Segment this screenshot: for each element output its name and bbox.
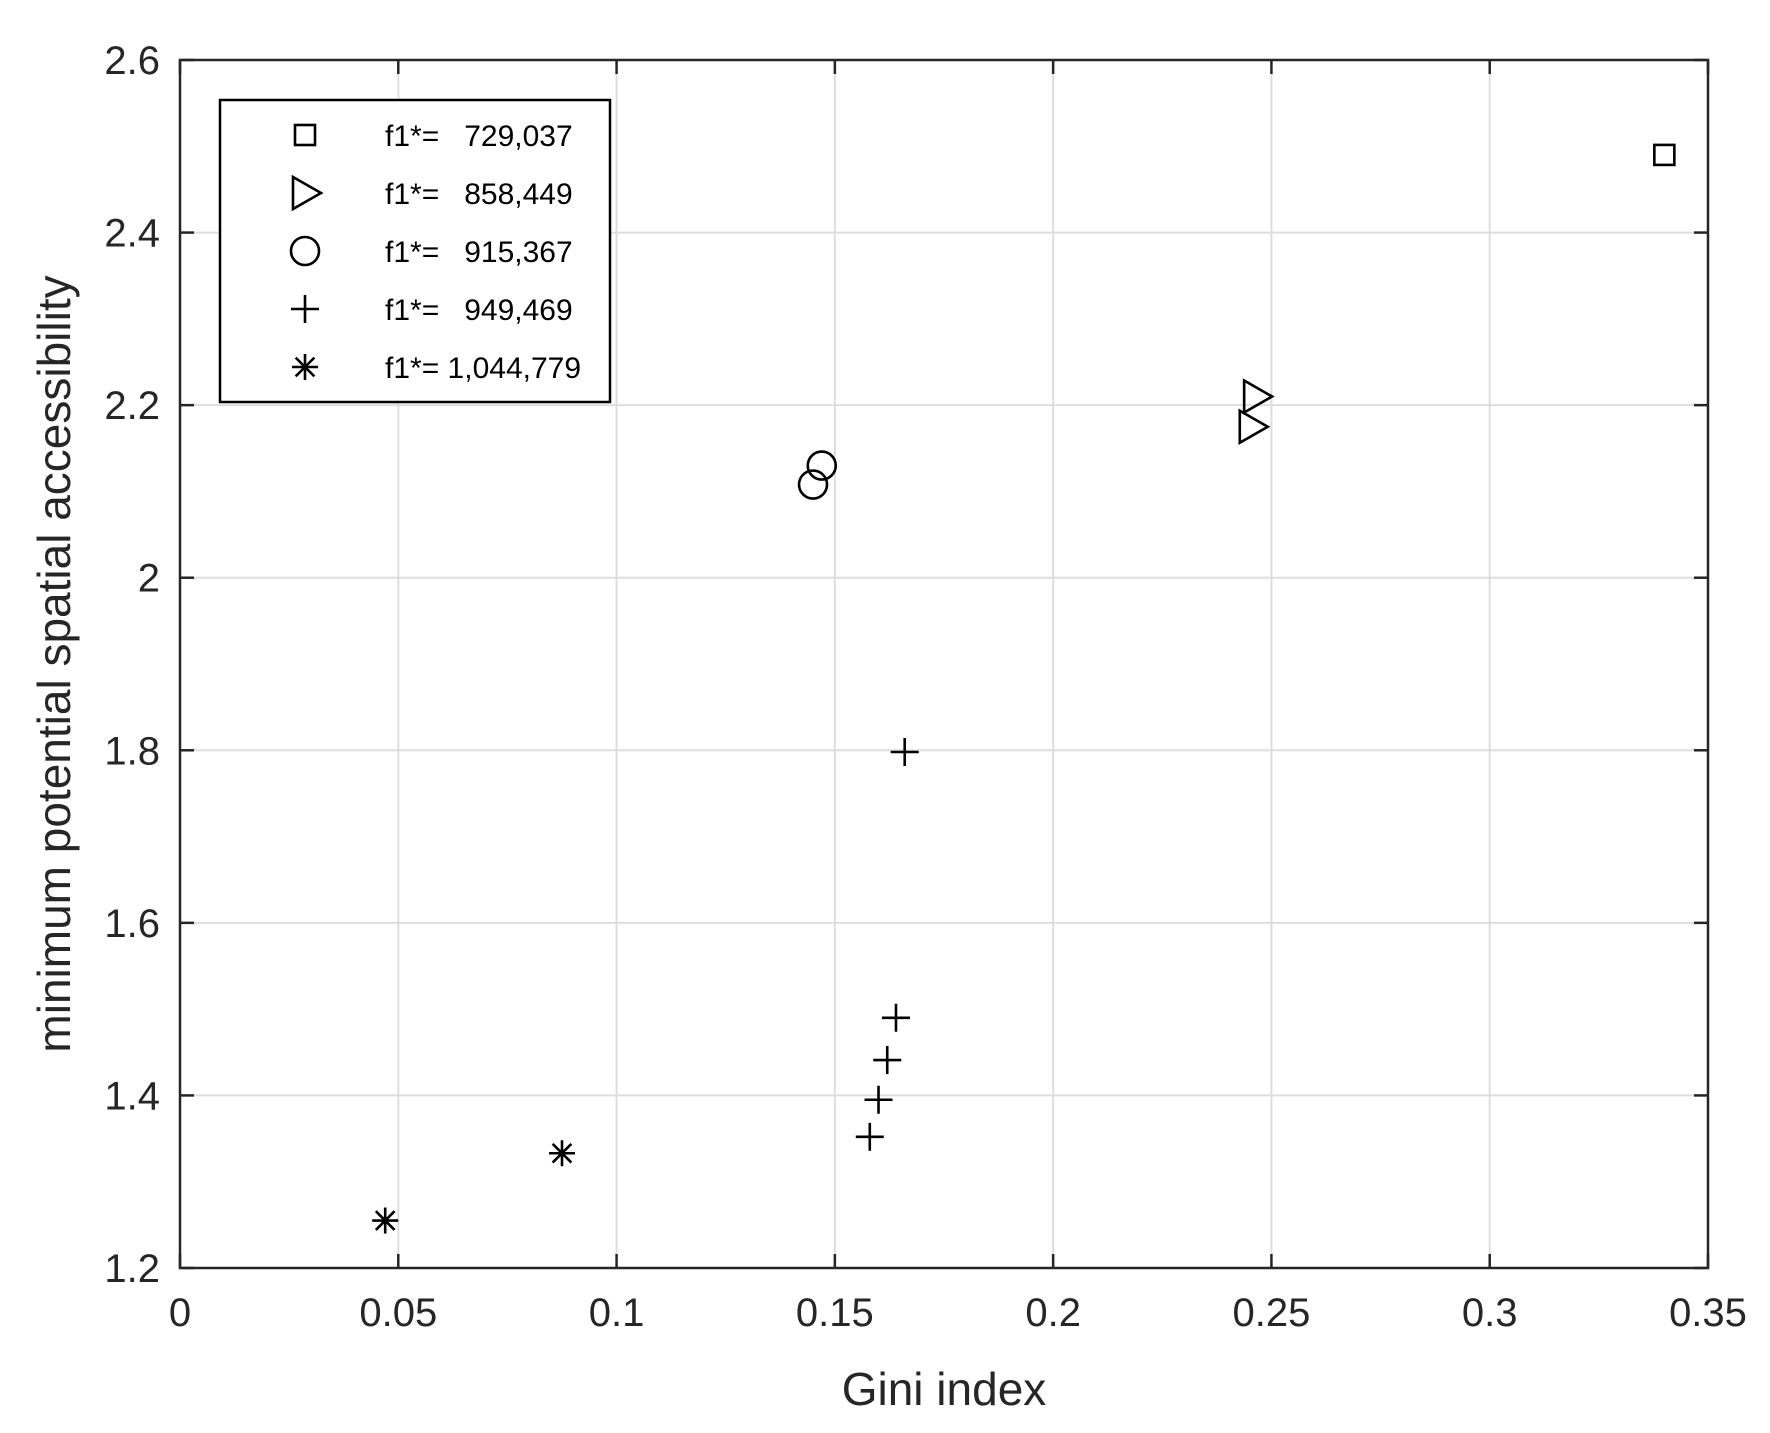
legend-entry-label: f1*= 858,449 xyxy=(385,178,573,211)
legend-triangle-right-marker xyxy=(291,174,324,212)
x-tick-label: 0 xyxy=(169,1291,191,1335)
x-axis-label: Gini index xyxy=(842,1363,1047,1415)
legend-circle-marker xyxy=(289,235,321,267)
x-tick-label: 0.35 xyxy=(1669,1291,1747,1335)
legend-entry-label: f1*= 1,044,779 xyxy=(385,352,581,385)
triangle-right-data-point xyxy=(1242,378,1275,415)
circle-data-point xyxy=(797,469,829,500)
legend-square-marker xyxy=(293,123,317,147)
plus-data-point xyxy=(881,1003,910,1032)
x-tick-label: 0.1 xyxy=(589,1291,645,1335)
y-tick-label: 2.2 xyxy=(104,384,160,428)
plus-data-point xyxy=(873,1046,902,1075)
y-axis-label: minimum potential spatial accessibility xyxy=(28,275,80,1052)
y-tick-label: 1.6 xyxy=(104,902,160,946)
square-data-point xyxy=(1653,143,1676,167)
asterisk-data-point xyxy=(549,1140,575,1167)
x-tick-label: 0.25 xyxy=(1232,1291,1310,1335)
axis-ticks xyxy=(178,58,1710,1270)
y-tick-label: 1.8 xyxy=(104,729,160,773)
x-axis-tick-labels: 0 0.05 0.1 0.15 0.2 0.25 0.3 0.35 xyxy=(169,1291,1747,1335)
x-tick-label: 0.05 xyxy=(359,1291,437,1335)
plus-data-point xyxy=(855,1122,884,1151)
y-axis-tick-labels: 1.2 1.4 1.6 1.8 2 2.2 2.4 2.6 xyxy=(104,39,160,1291)
y-tick-label: 2.4 xyxy=(104,212,160,256)
y-tick-label: 1.4 xyxy=(104,1074,160,1118)
y-tick-label: 2.6 xyxy=(104,39,160,83)
legend-entry-label: f1*= 949,469 xyxy=(385,294,573,327)
asterisk-data-point xyxy=(372,1207,399,1234)
legend-entry-label: f1*= 915,367 xyxy=(385,236,573,269)
y-tick-label: 2 xyxy=(138,557,160,601)
x-tick-label: 0.2 xyxy=(1025,1291,1081,1335)
plot-area xyxy=(178,58,1710,1270)
data-points xyxy=(372,143,1676,1234)
x-tick-label: 0.15 xyxy=(796,1291,874,1335)
circle-data-point xyxy=(806,450,838,481)
grid-lines xyxy=(179,59,1709,1269)
legend: f1*= 729,037 f1*= 858,449 f1*= 915,367 f1*=… xyxy=(218,98,612,404)
y-tick-label: 1.2 xyxy=(104,1247,160,1291)
legend-plus-marker xyxy=(291,295,319,323)
plus-data-point xyxy=(864,1085,893,1114)
triangle-right-data-point xyxy=(1238,408,1271,445)
legend-entries: f1*= 729,037 f1*= 858,449 f1*= 915,367 f1*=… xyxy=(289,120,581,385)
legend-box xyxy=(218,98,612,404)
legend-entry-label: f1*= 729,037 xyxy=(385,120,573,153)
legend-asterisk-marker xyxy=(292,354,318,380)
x-tick-label: 0.3 xyxy=(1462,1291,1518,1335)
plus-data-point xyxy=(890,738,919,767)
